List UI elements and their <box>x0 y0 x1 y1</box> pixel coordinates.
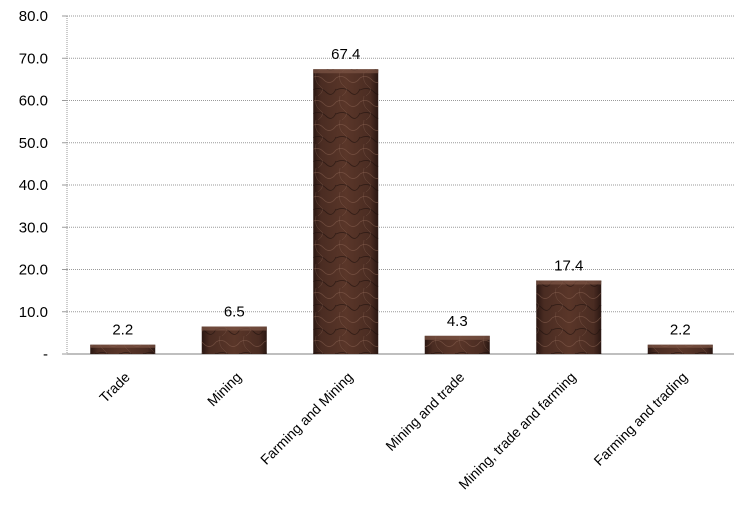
bar <box>201 326 267 354</box>
y-tick-label: 40.0 <box>19 177 48 194</box>
bar-bevel <box>313 69 379 74</box>
category-label: Farming and Mining <box>257 369 356 468</box>
data-label: 2.2 <box>112 322 133 339</box>
data-label: 2.2 <box>670 322 691 339</box>
bar-texture <box>90 344 156 354</box>
bar-bevel <box>201 326 267 331</box>
y-tick-label: 80.0 <box>19 8 48 25</box>
data-labels: 2.2 6.5 67.4 4.3 17.4 2.2 <box>112 46 690 338</box>
category-label: Trade <box>96 369 133 406</box>
data-label: 4.3 <box>447 313 468 330</box>
bar <box>90 344 156 354</box>
bar-texture <box>313 69 379 355</box>
category-label: Mining <box>204 369 244 409</box>
bar <box>647 344 713 354</box>
bar <box>313 69 379 355</box>
bar-bevel <box>90 344 156 348</box>
y-tick-label: 50.0 <box>19 135 48 152</box>
y-tick-label: 10.0 <box>19 304 48 321</box>
y-tick-label: 60.0 <box>19 93 48 110</box>
bar <box>536 280 602 354</box>
category-label: Farming and trading <box>590 369 690 469</box>
bar-texture <box>647 344 713 354</box>
y-tick-label: 20.0 <box>19 262 48 279</box>
y-tick-label: 30.0 <box>19 219 48 236</box>
category-labels: Trade Mining Farming and Mining Mining and … <box>96 369 690 493</box>
data-label: 6.5 <box>224 304 245 321</box>
bar <box>424 335 490 354</box>
bar-texture <box>536 280 602 354</box>
data-label: 67.4 <box>331 46 360 63</box>
bars <box>90 69 713 355</box>
y-tick-label: 70.0 <box>19 50 48 67</box>
bar-bevel <box>647 344 713 348</box>
bar-texture <box>424 335 490 354</box>
gridlines <box>67 15 734 313</box>
bar-bevel <box>424 335 490 340</box>
bar-texture <box>201 326 267 354</box>
category-label: Mining, trade and farming <box>455 369 579 493</box>
category-label: Mining and trade <box>382 369 467 454</box>
y-tick-label: - <box>43 346 48 363</box>
bar-bevel <box>536 280 602 285</box>
y-axis-ticks: - 10.0 20.0 30.0 40.0 50.0 60.0 70.0 80.0 <box>19 8 67 363</box>
data-label: 17.4 <box>554 257 583 274</box>
